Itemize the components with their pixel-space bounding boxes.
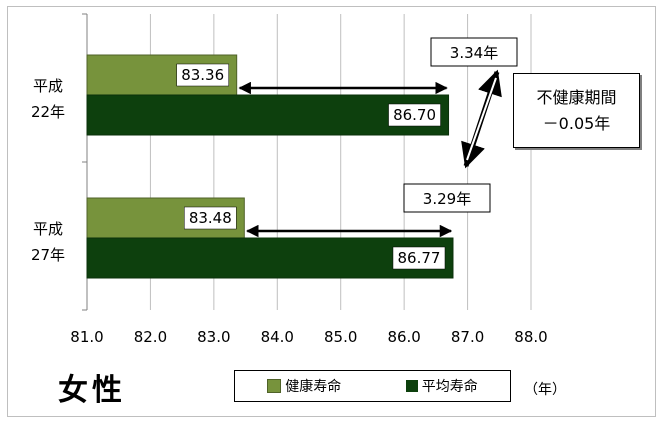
category-label: 22年 — [31, 103, 65, 121]
note-line-1: 不健康期間 — [536, 87, 617, 107]
gap-label-box — [403, 183, 491, 213]
legend: 健康寿命 平均寿命 — [234, 370, 511, 402]
legend-label-average: 平均寿命 — [421, 379, 478, 395]
bar-average — [86, 237, 454, 279]
legend-label-healthy: 健康寿命 — [285, 379, 342, 395]
gap-label-box — [430, 37, 518, 67]
category-label: 27年 — [31, 246, 65, 264]
data-label-box — [176, 63, 229, 87]
x-tick-label: 84.0 — [261, 328, 294, 346]
data-label: 83.48 — [189, 209, 232, 227]
x-tick-label: 86.0 — [387, 328, 420, 346]
gap-label: 3.29年 — [423, 190, 471, 208]
data-label: 83.36 — [181, 66, 224, 84]
x-tick-label: 81.0 — [70, 328, 103, 346]
x-tick-label: 88.0 — [514, 328, 547, 346]
gap-label: 3.34年 — [450, 44, 498, 62]
legend-swatch-healthy — [267, 379, 282, 393]
legend-item-average: 平均寿命 — [405, 376, 478, 396]
x-tick-label: 82.0 — [134, 328, 167, 346]
legend-swatch-average — [405, 380, 418, 392]
data-label-box — [184, 206, 237, 230]
x-tick-label: 87.0 — [451, 328, 484, 346]
category-label: 平成 — [33, 77, 63, 95]
x-tick-label: 83.0 — [197, 328, 230, 346]
legend-item-healthy: 健康寿命 — [267, 376, 341, 396]
x-tick-label: 85.0 — [324, 328, 357, 346]
chart-title: 女性 — [58, 373, 126, 408]
change-arrow-inner — [466, 77, 497, 161]
data-label: 86.70 — [393, 106, 436, 124]
data-label-box — [388, 103, 441, 127]
unit-label: （年） — [524, 382, 566, 398]
unhealthy-period-note: 不健康期間 －0.05年 — [513, 73, 640, 148]
data-label-box — [392, 246, 446, 270]
category-label: 平成 — [33, 220, 63, 238]
note-line-2: －0.05年 — [542, 113, 611, 133]
data-label: 86.77 — [398, 249, 441, 267]
bar-average — [86, 94, 450, 136]
